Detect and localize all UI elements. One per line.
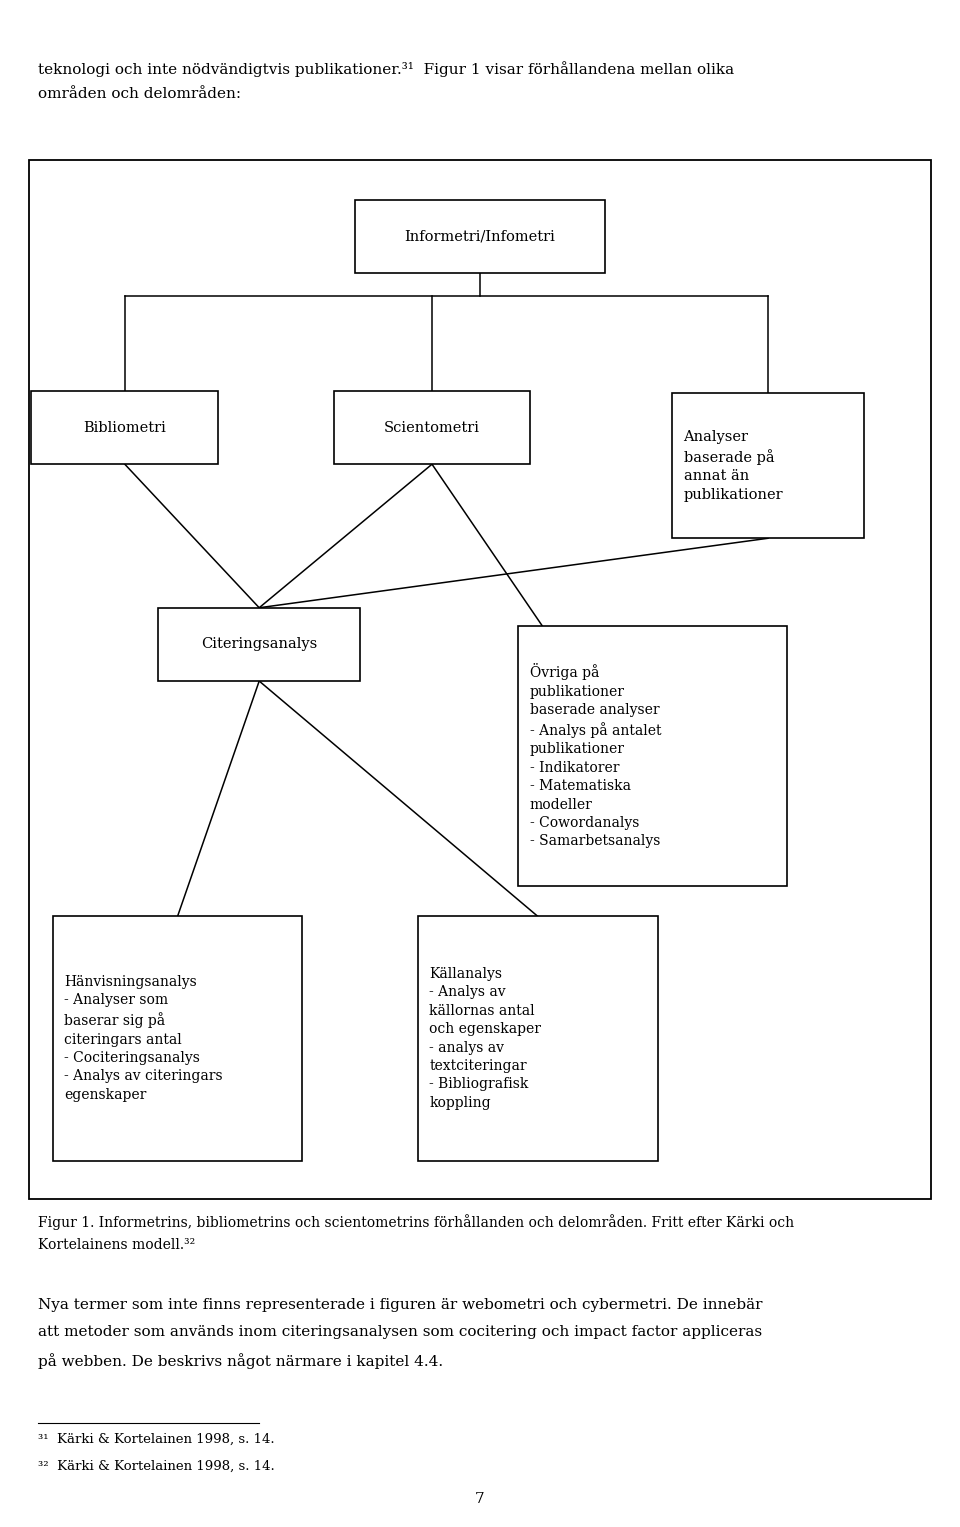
- Text: Bibliometri: Bibliometri: [84, 420, 166, 435]
- Bar: [418, 916, 658, 1161]
- Text: Hänvisningsanalys
- Analyser som
baserar sig på
citeringars antal
- Cociteringsa: Hänvisningsanalys - Analyser som baserar…: [64, 974, 223, 1102]
- Bar: [672, 394, 864, 539]
- Text: Scientometri: Scientometri: [384, 420, 480, 435]
- Bar: [334, 391, 530, 464]
- Text: Citeringsanalys: Citeringsanalys: [201, 637, 318, 652]
- Bar: [355, 200, 605, 273]
- Text: Figur 1. Informetrins, bibliometrins och scientometrins förhållanden och delområ: Figur 1. Informetrins, bibliometrins och…: [38, 1214, 795, 1229]
- Text: Kortelainens modell.³²: Kortelainens modell.³²: [38, 1238, 196, 1252]
- Text: områden och delområden:: områden och delområden:: [38, 87, 242, 101]
- Text: teknologi och inte nödvändigtvis publikationer.³¹  Figur 1 visar förhållandena m: teknologi och inte nödvändigtvis publika…: [38, 61, 734, 76]
- Text: Nya termer som inte finns representerade i figuren är webometri och cybermetri. : Nya termer som inte finns representerade…: [38, 1298, 763, 1312]
- Bar: [31, 391, 219, 464]
- Text: att metoder som används inom citeringsanalysen som cocitering och impact factor : att metoder som används inom citeringsan…: [38, 1325, 762, 1339]
- Text: Övriga på
publikationer
baserade analyser
- Analys på antalet
publikationer
- In: Övriga på publikationer baserade analyse…: [530, 663, 661, 849]
- Bar: [53, 916, 302, 1161]
- Text: Källanalys
- Analys av
källornas antal
och egenskaper
- analys av
textciteringar: Källanalys - Analys av källornas antal o…: [429, 967, 541, 1110]
- Text: ³²  Kärki & Kortelainen 1998, s. 14.: ³² Kärki & Kortelainen 1998, s. 14.: [38, 1460, 276, 1474]
- Text: 7: 7: [475, 1492, 485, 1506]
- Bar: [158, 608, 360, 681]
- Text: Informetri/Infometri: Informetri/Infometri: [404, 229, 556, 244]
- Bar: [29, 160, 931, 1199]
- Bar: [518, 626, 787, 886]
- Text: Analyser
baserade på
annat än
publikationer: Analyser baserade på annat än publikatio…: [684, 429, 783, 502]
- Text: på webben. De beskrivs något närmare i kapitel 4.4.: på webben. De beskrivs något närmare i k…: [38, 1353, 444, 1368]
- Text: ³¹  Kärki & Kortelainen 1998, s. 14.: ³¹ Kärki & Kortelainen 1998, s. 14.: [38, 1432, 275, 1446]
